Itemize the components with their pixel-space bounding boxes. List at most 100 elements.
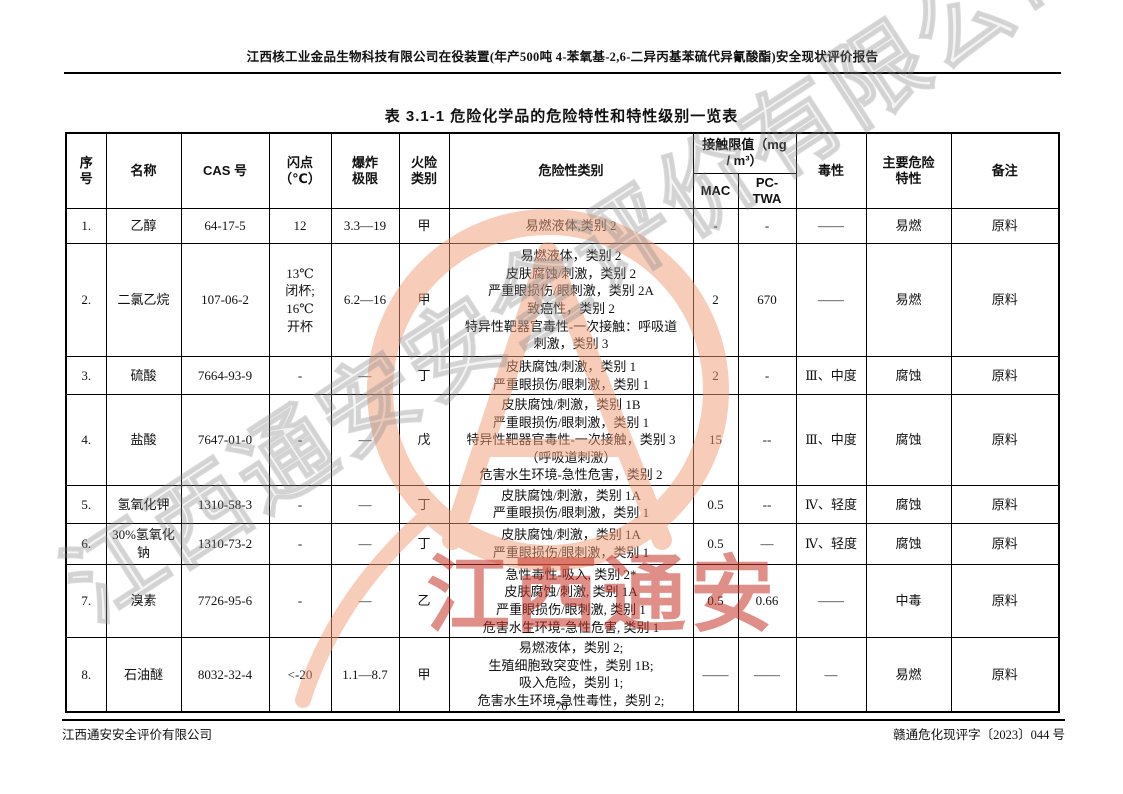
cell-chemical-name: 乙醇	[105, 208, 182, 244]
cell-mac-value: 0.5	[692, 522, 739, 565]
cell-hazard-category: 皮肤腐蚀/刺激，类别 1A 严重眼损伤/眼刺激，类别 1	[448, 522, 694, 565]
cell-chemical-name: 30%氢氧化钠	[105, 522, 182, 565]
cell-cas-number: 107-06-2	[180, 243, 270, 357]
table-row: 3. 硫酸 7664-93-9- — 丁皮肤腐蚀/刺激，类别 1 严重眼损伤/眼刺激，类…	[65, 355, 1060, 396]
cell-explosive-limit: —	[330, 355, 400, 396]
table-caption: 表 3.1-1 危险化学品的危险特性和特性级别一览表	[384, 108, 739, 125]
cell-remark: 原料	[950, 355, 1060, 396]
cell-main-hazard: 易燃	[865, 637, 952, 713]
cell-flash-point: -	[268, 563, 332, 639]
header-cell: 爆炸 极限	[330, 132, 400, 209]
cell-hazard-category: 急性毒性-吸入, 类别 2* 皮肤腐蚀/刺激, 类别 1A 严重眼损伤/眼刺激,…	[448, 563, 694, 639]
cell-hazard-category: 易燃液体，类别 2 皮肤腐蚀/刺激，类别 2 严重眼损伤/眼刺激，类别 2A 致…	[448, 243, 694, 357]
cell-toxicity: Ⅲ、中度	[795, 355, 867, 396]
table-row: 7. 溴素 7726-95-6- — 乙急性毒性-吸入, 类别 2* 皮肤腐蚀/刺激, …	[65, 563, 1060, 639]
cell-explosive-limit: —	[330, 394, 400, 486]
table-row: 4. 盐酸 7647-01-0- — 戊皮肤腐蚀/刺激，类别 1B 严重眼损伤/眼刺激，…	[65, 394, 1060, 486]
header-cell: 接触限值（mg / m³）	[692, 132, 797, 174]
cell-remark: 原料	[950, 208, 1060, 244]
cell-pc-twa-value: --	[737, 484, 797, 524]
cell-seq: 8.	[65, 637, 107, 713]
cell-seq: 1.	[65, 208, 107, 244]
header-cell: 主要危险 特性	[865, 132, 952, 209]
cell-flash-point: 12	[268, 208, 332, 244]
cell-pc-twa-value: -	[737, 355, 797, 396]
cell-chemical-name: 硫酸	[105, 355, 182, 396]
cell-fire-class: 甲	[398, 208, 450, 244]
cell-chemical-name: 盐酸	[105, 394, 182, 486]
cell-explosive-limit: 6.2—16	[330, 243, 400, 357]
cell-main-hazard: 中毒	[865, 563, 952, 639]
cell-toxicity: ——	[795, 208, 867, 244]
cell-explosive-limit: —	[330, 484, 400, 524]
footer-company: 江西通安安全评价有限公司	[62, 728, 213, 742]
table-subheader-row: MAC PC-TWA	[66, 172, 1059, 209]
cell-seq: 4.	[65, 394, 107, 486]
cell-mac-value: 2	[692, 355, 739, 396]
cell-hazard-category: 皮肤腐蚀/刺激，类别 1 严重眼损伤/眼刺激，类别 1	[448, 355, 694, 396]
cell-toxicity: Ⅳ、轻度	[795, 484, 867, 524]
subheader-cell: MAC	[692, 172, 739, 209]
header-cell: CAS 号	[180, 132, 270, 209]
cell-toxicity: ——	[795, 243, 867, 357]
header-cell: 序 号	[65, 132, 107, 209]
cell-fire-class: 丁	[398, 522, 450, 565]
cell-fire-class: 乙	[398, 563, 450, 639]
cell-remark: 原料	[950, 522, 1060, 565]
header-cell: 毒性	[795, 132, 867, 209]
cell-hazard-category: 易燃液体,类别 2	[448, 208, 694, 244]
cell-mac-value: 0.5	[692, 484, 739, 524]
table-header-row: 序 号名称 CAS 号闪点 （℃） 爆炸 极限 火险 类别 危险性类别 接触限值（mg /…	[65, 132, 1060, 209]
cell-pc-twa-value: 0.66	[737, 563, 797, 639]
cell-fire-class: 甲	[398, 243, 450, 357]
cell-toxicity: ——	[795, 563, 867, 639]
header-cell: 名称	[105, 132, 182, 209]
cell-mac-value: -	[692, 208, 739, 244]
cell-main-hazard: 腐蚀	[865, 394, 952, 486]
footer: 江西通安安全评价有限公司 赣通危化现评字〔2023〕044 号	[62, 724, 1065, 743]
cell-flash-point: 13℃ 闭杯; 16℃ 开杯	[268, 243, 332, 357]
cell-main-hazard: 腐蚀	[865, 355, 952, 396]
cell-main-hazard: 易燃	[865, 243, 952, 357]
cell-seq: 7.	[65, 563, 107, 639]
cell-flash-point: -	[268, 484, 332, 524]
cell-seq: 6.	[65, 522, 107, 565]
cell-remark: 原料	[950, 484, 1060, 524]
cell-toxicity: Ⅳ、轻度	[795, 522, 867, 565]
header-cell: 火险 类别	[398, 132, 450, 209]
cell-pc-twa-value: 670	[737, 243, 797, 357]
cell-flash-point: -	[268, 355, 332, 396]
cell-cas-number: 8032-32-4	[180, 637, 270, 713]
header-cell: 闪点 （℃）	[268, 132, 332, 209]
cell-remark: 原料	[950, 637, 1060, 713]
cell-cas-number: 1310-73-2	[180, 522, 270, 565]
cell-mac-value: 0.5	[692, 563, 739, 639]
cell-hazard-category: 易燃液体，类别 2; 生殖细胞致突变性，类别 1B; 吸入危险，类别 1; 危害…	[448, 637, 694, 713]
cell-seq: 3.	[65, 355, 107, 396]
cell-cas-number: 7726-95-6	[180, 563, 270, 639]
cell-pc-twa-value: ——	[737, 637, 797, 713]
cell-toxicity: Ⅲ、中度	[795, 394, 867, 486]
cell-flash-point: -	[268, 522, 332, 565]
cell-chemical-name: 石油醚	[105, 637, 182, 713]
cell-main-hazard: 易燃	[865, 208, 952, 244]
cell-mac-value: 2	[692, 243, 739, 357]
cell-seq: 2.	[65, 243, 107, 357]
cell-cas-number: 1310-58-3	[180, 484, 270, 524]
footer-document-code: 赣通危化现评字〔2023〕044 号	[893, 728, 1065, 742]
cell-fire-class: 丁	[398, 484, 450, 524]
cell-chemical-name: 氢氧化钾	[105, 484, 182, 524]
cell-chemical-name: 溴素	[105, 563, 182, 639]
cell-pc-twa-value: —	[737, 522, 797, 565]
page-number: 70	[555, 699, 568, 713]
cell-explosive-limit: —	[330, 563, 400, 639]
cell-main-hazard: 腐蚀	[865, 522, 952, 565]
cell-remark: 原料	[950, 394, 1060, 486]
cell-hazard-category: 皮肤腐蚀/刺激，类别 1A 严重眼损伤/眼刺激，类别 1	[448, 484, 694, 524]
cell-remark: 原料	[950, 563, 1060, 639]
cell-main-hazard: 腐蚀	[865, 484, 952, 524]
cell-mac-value: 15	[692, 394, 739, 486]
cell-seq: 5.	[65, 484, 107, 524]
footer-divider	[62, 719, 1065, 721]
